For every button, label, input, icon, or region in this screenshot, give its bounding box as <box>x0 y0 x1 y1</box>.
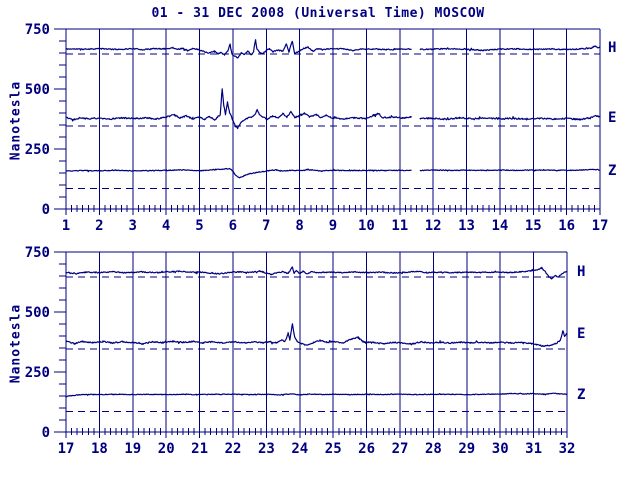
x-tick-label: 9 <box>329 218 337 234</box>
x-tick-label: 30 <box>492 441 509 457</box>
x-tick-label: 26 <box>358 441 375 457</box>
h-series-label: H <box>608 40 616 56</box>
grid-and-axes <box>54 28 601 215</box>
x-tick-label: 20 <box>158 441 175 457</box>
x-tick-label: 32 <box>559 441 576 457</box>
x-tick-label: 28 <box>425 441 442 457</box>
x-tick-label: 4 <box>162 218 170 234</box>
e-component-trace <box>65 323 568 347</box>
x-tick-label: 31 <box>525 441 542 457</box>
e-series-label: E <box>608 110 616 126</box>
grid-and-axes <box>54 251 568 438</box>
chart-title: 01 - 31 DEC 2008 (Universal Time) MOSCOW <box>151 6 485 21</box>
y-tick-label: 0 <box>42 425 50 441</box>
y-tick-label: 500 <box>25 305 50 321</box>
h-series-label: H <box>577 264 585 280</box>
z-series-label: Z <box>577 387 585 403</box>
x-tick-label: 24 <box>291 441 308 457</box>
x-tick-label: 14 <box>491 218 508 234</box>
x-tick-label: 22 <box>225 441 242 457</box>
y-axis-label-top-panel: Nanotesla <box>8 80 24 161</box>
x-tick-label: 18 <box>91 441 108 457</box>
x-tick-label: 3 <box>129 218 137 234</box>
x-tick-label: 10 <box>358 218 375 234</box>
z-component-trace <box>65 167 601 179</box>
x-tick-label: 13 <box>458 218 475 234</box>
x-tick-label: 23 <box>258 441 275 457</box>
h-component-trace <box>65 266 568 280</box>
x-tick-label: 7 <box>262 218 270 234</box>
panel-days-17-32: 17 18 19 20 21 22 23 24 25 26 27 28 29 30 31 32 0 250 500 7… <box>25 245 586 457</box>
x-tick-label: 1 <box>62 218 70 234</box>
y-tick-label: 250 <box>25 142 50 158</box>
y-axis-label-bottom-panel: Nanotesla <box>8 303 24 384</box>
x-tick-label: 17 <box>58 441 75 457</box>
x-tick-label: 21 <box>191 441 208 457</box>
y-tick-label: 250 <box>25 365 50 381</box>
x-tick-label: 8 <box>295 218 303 234</box>
z-component-trace <box>65 392 568 398</box>
x-tick-label: 12 <box>425 218 442 234</box>
x-tick-label: 16 <box>558 218 575 234</box>
h-component-trace <box>65 39 601 59</box>
x-tick-label: 15 <box>525 218 542 234</box>
y-tick-label: 500 <box>25 82 50 98</box>
x-tick-label: 2 <box>95 218 103 234</box>
x-tick-label: 6 <box>229 218 237 234</box>
y-tick-label: 750 <box>25 22 50 38</box>
x-tick-label: 5 <box>195 218 203 234</box>
x-tick-label: 11 <box>391 218 408 234</box>
z-series-label: Z <box>608 163 616 179</box>
y-tick-label: 0 <box>42 202 50 218</box>
x-tick-label: 25 <box>325 441 342 457</box>
x-tick-label: 27 <box>392 441 409 457</box>
x-tick-label: 17 <box>592 218 609 234</box>
e-series-label: E <box>577 326 585 342</box>
e-component-trace <box>65 88 601 130</box>
y-tick-label: 750 <box>25 245 50 261</box>
x-tick-label: 19 <box>124 441 141 457</box>
x-tick-label: 29 <box>458 441 475 457</box>
